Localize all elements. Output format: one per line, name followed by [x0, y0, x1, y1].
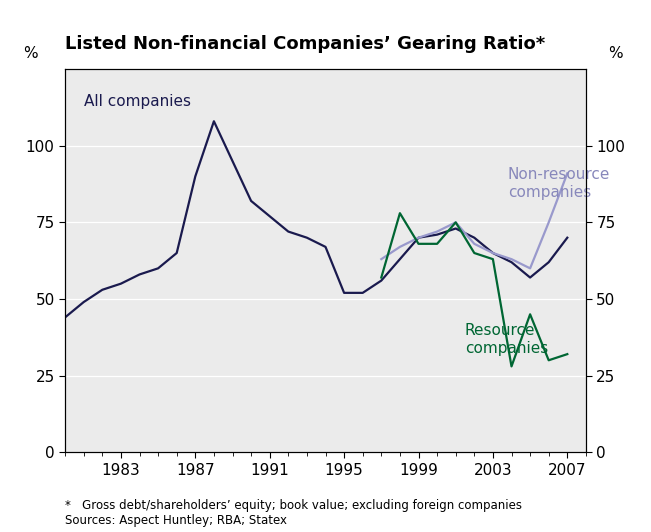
Text: Non-resource
companies: Non-resource companies [508, 167, 610, 200]
Text: Resource
companies: Resource companies [465, 323, 548, 356]
Text: *   Gross debt/shareholders’ equity; book value; excluding foreign companies
Sou: * Gross debt/shareholders’ equity; book … [65, 498, 522, 527]
Text: All companies: All companies [84, 94, 191, 109]
Text: %: % [608, 46, 622, 62]
Text: Listed Non-financial Companies’ Gearing Ratio*: Listed Non-financial Companies’ Gearing … [65, 35, 546, 53]
Text: %: % [23, 46, 38, 62]
